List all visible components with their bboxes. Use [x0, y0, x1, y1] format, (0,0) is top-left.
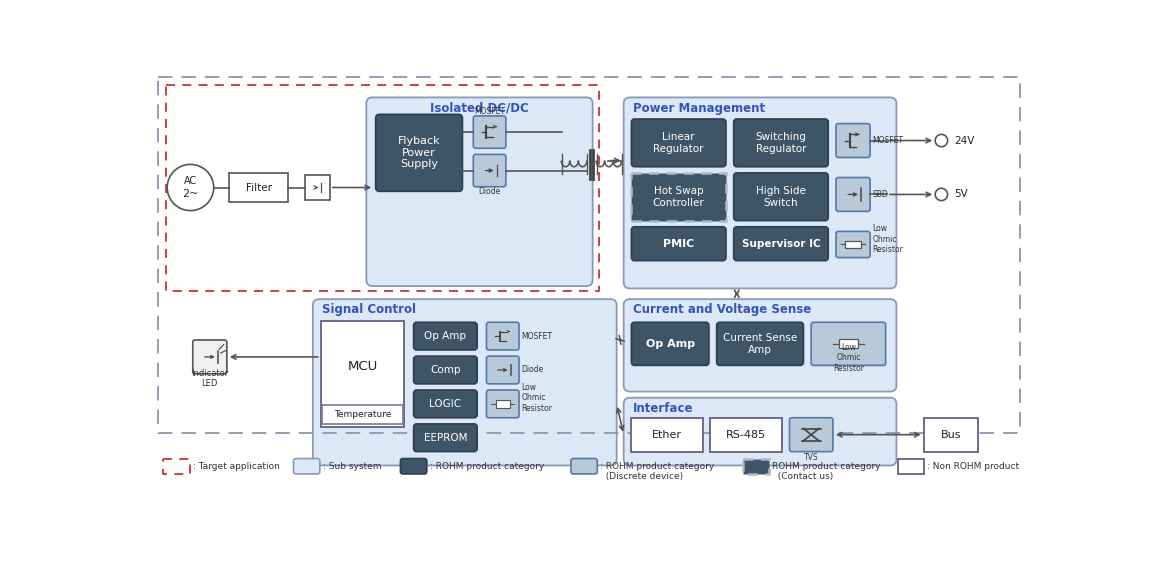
Text: Diode: Diode [522, 365, 544, 374]
Text: 5V: 5V [954, 190, 968, 199]
FancyBboxPatch shape [734, 173, 828, 220]
FancyBboxPatch shape [790, 417, 833, 452]
FancyBboxPatch shape [632, 322, 709, 365]
Text: Bus: Bus [941, 429, 961, 440]
Text: MOSFET: MOSFET [873, 136, 903, 145]
FancyBboxPatch shape [474, 116, 505, 148]
FancyBboxPatch shape [414, 424, 477, 452]
FancyBboxPatch shape [414, 390, 477, 417]
Bar [496, 400, 510, 408]
FancyBboxPatch shape [414, 356, 477, 384]
Text: Interface: Interface [633, 402, 694, 415]
Text: Current and Voltage Sense: Current and Voltage Sense [633, 303, 811, 316]
FancyBboxPatch shape [400, 458, 427, 474]
Bar [305, 175, 330, 200]
Text: Indicator
LED: Indicator LED [191, 369, 228, 388]
Bar [164, 458, 190, 474]
Text: MOSFET: MOSFET [474, 107, 505, 116]
Bar [710, 417, 782, 452]
Circle shape [167, 164, 214, 211]
FancyBboxPatch shape [632, 119, 725, 167]
Circle shape [935, 188, 948, 201]
FancyBboxPatch shape [414, 322, 477, 350]
FancyBboxPatch shape [632, 227, 725, 261]
Text: ROHM product category
  (Contact us): ROHM product category (Contact us) [772, 462, 881, 481]
Text: EEPROM: EEPROM [424, 433, 467, 443]
FancyBboxPatch shape [837, 177, 870, 211]
Bar [839, 339, 858, 348]
Text: MOSFET: MOSFET [522, 332, 552, 341]
Text: Power Management: Power Management [633, 102, 765, 115]
FancyBboxPatch shape [312, 299, 617, 466]
Text: 2~: 2~ [183, 189, 199, 199]
Text: Temperature: Temperature [333, 410, 391, 419]
Text: Diode: Diode [479, 187, 501, 196]
FancyBboxPatch shape [837, 124, 870, 157]
FancyBboxPatch shape [734, 119, 828, 167]
FancyBboxPatch shape [376, 114, 462, 191]
Text: : Sub system: : Sub system [323, 462, 381, 471]
Text: Comp: Comp [431, 365, 461, 375]
Text: RS-485: RS-485 [727, 429, 766, 440]
Circle shape [935, 135, 948, 147]
FancyBboxPatch shape [474, 154, 505, 187]
Text: Isolated DC/DC: Isolated DC/DC [431, 102, 529, 115]
Text: : Target application: : Target application [193, 462, 280, 471]
Bar [632, 173, 725, 220]
FancyBboxPatch shape [487, 390, 519, 417]
Text: 24V: 24V [954, 136, 975, 145]
FancyBboxPatch shape [734, 227, 828, 261]
FancyBboxPatch shape [811, 322, 886, 365]
Bar [899, 458, 924, 474]
Bar [322, 406, 402, 424]
Text: PMIC: PMIC [663, 239, 694, 249]
Text: : Non ROHM product: : Non ROHM product [928, 462, 1019, 471]
Text: Filter: Filter [246, 182, 271, 193]
Bar [632, 417, 703, 452]
Bar [743, 458, 770, 474]
FancyBboxPatch shape [624, 299, 896, 391]
FancyBboxPatch shape [366, 98, 593, 286]
Text: Current Sense
Amp: Current Sense Amp [723, 333, 797, 354]
FancyBboxPatch shape [624, 398, 896, 466]
Text: Low
Ohmic
Resistor: Low Ohmic Resistor [873, 224, 903, 254]
Text: Ether: Ether [652, 429, 682, 440]
Text: Signal Control: Signal Control [322, 303, 417, 316]
FancyBboxPatch shape [837, 231, 870, 257]
Text: LOGIC: LOGIC [429, 399, 461, 409]
Bar [923, 417, 978, 452]
FancyBboxPatch shape [487, 322, 519, 350]
Text: SBD: SBD [873, 190, 888, 199]
Text: Op Amp: Op Amp [425, 331, 467, 341]
Text: High Side
Switch: High Side Switch [756, 186, 806, 207]
Text: : ROHM product category: : ROHM product category [429, 462, 544, 471]
Text: Op Amp: Op Amp [646, 339, 695, 349]
Bar [166, 85, 599, 291]
Bar [321, 321, 405, 427]
Bar [229, 173, 288, 202]
Text: MCU: MCU [347, 360, 378, 373]
Text: TVS: TVS [804, 453, 819, 462]
Text: Linear
Regulator: Linear Regulator [653, 132, 704, 154]
FancyBboxPatch shape [717, 322, 804, 365]
FancyBboxPatch shape [294, 458, 319, 474]
Text: Flyback
Power
Supply: Flyback Power Supply [398, 136, 440, 169]
FancyBboxPatch shape [487, 356, 519, 384]
Text: Switching
Regulator: Switching Regulator [756, 132, 806, 154]
Text: AC: AC [184, 176, 197, 186]
FancyBboxPatch shape [624, 98, 896, 289]
Text: Supervisor IC: Supervisor IC [742, 239, 820, 249]
Bar [845, 241, 861, 248]
Text: Low
Ohmic
Resistor: Low Ohmic Resistor [522, 383, 552, 412]
FancyBboxPatch shape [193, 340, 227, 374]
Bar [158, 77, 1020, 433]
FancyBboxPatch shape [571, 458, 598, 474]
Text: Low
Ohmic
Resistor: Low Ohmic Resistor [833, 343, 863, 373]
Text: : ROHM product category
  (Discrete device): : ROHM product category (Discrete device… [600, 462, 715, 481]
Text: Hot Swap
Controller: Hot Swap Controller [653, 186, 704, 207]
